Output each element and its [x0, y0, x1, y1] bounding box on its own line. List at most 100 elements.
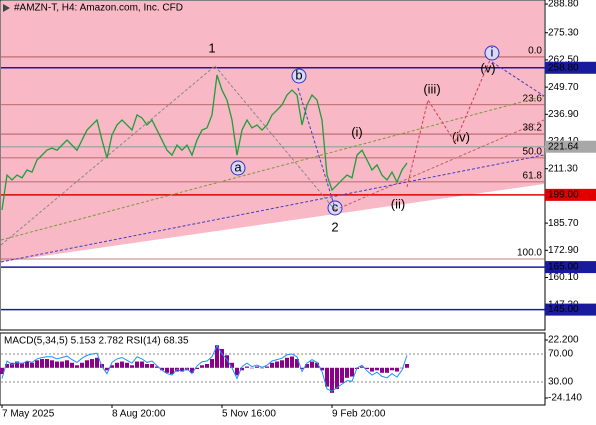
macd-bar — [220, 349, 224, 368]
macd-bar — [20, 362, 24, 368]
level-tag — [545, 303, 596, 316]
title-icon — [3, 4, 10, 12]
macd-bar — [280, 360, 284, 368]
macd-bar — [240, 367, 244, 371]
y2-tick-label: 70.00 — [548, 349, 573, 360]
level-tag — [545, 261, 596, 274]
indicator-panel — [0, 332, 546, 406]
macd-bar — [285, 357, 289, 368]
macd-bar — [300, 367, 304, 370]
macd-bar — [400, 367, 404, 369]
wave-label: (v) — [480, 60, 495, 75]
macd-bar — [165, 367, 169, 373]
macd-bar — [325, 367, 329, 387]
y-tick-label: 211.30 — [548, 163, 578, 174]
macd-bar — [345, 367, 349, 378]
macd-bar — [140, 361, 144, 368]
wave-label: (i) — [351, 124, 363, 139]
y2-tick-label: 30.00 — [548, 377, 573, 388]
wave-label: 1 — [208, 40, 215, 55]
y-tick-label: 236.90 — [548, 109, 579, 120]
macd-bar — [70, 362, 74, 368]
y-tick-label: 22.200 — [548, 335, 579, 346]
wave-label: c — [332, 199, 339, 214]
macd-bar — [205, 364, 209, 368]
macd-bar — [120, 361, 124, 368]
macd-bar — [380, 367, 384, 373]
macd-bar — [375, 367, 379, 371]
macd-bar — [85, 360, 89, 368]
macd-bar — [145, 364, 149, 368]
level-label: 145.00 — [548, 304, 579, 315]
level-label: 221.64 — [548, 141, 579, 152]
macd-bar — [395, 367, 399, 372]
y-tick-label: 275.30 — [548, 27, 579, 38]
y-tick-label: 288.80 — [548, 0, 579, 10]
price-line — [1, 74, 408, 211]
macd-bar — [50, 360, 54, 368]
macd-bar — [40, 359, 44, 368]
trend-line — [0, 65, 216, 246]
macd-bar — [370, 367, 374, 372]
macd-bar — [125, 362, 129, 368]
macd-bar — [235, 367, 239, 376]
macd-bar — [155, 366, 159, 368]
trend-line — [334, 119, 545, 211]
fib-label: 50.0 — [523, 147, 543, 158]
macd-bar — [30, 362, 34, 368]
macd-bar — [405, 364, 409, 368]
macd-bar — [255, 366, 259, 368]
macd-bar — [245, 366, 249, 368]
macd-bar — [105, 367, 109, 371]
macd-bar — [340, 367, 344, 383]
y-tick-label: 262.50 — [548, 55, 579, 66]
y-tick-label: 172.90 — [548, 245, 579, 256]
fib-label: 38.2 — [523, 123, 543, 134]
macd-bar — [170, 367, 174, 375]
macd-bar — [60, 361, 64, 368]
macd-bar — [365, 367, 369, 370]
y-tick-label: 185.70 — [548, 218, 579, 229]
macd-bar — [275, 361, 279, 368]
x-tick-label: 8 Aug 20:00 — [112, 409, 166, 420]
pink-zone — [1, 1, 544, 262]
macd-bar — [10, 362, 14, 368]
macd-bar — [200, 365, 204, 368]
y-tick-label: 160.10 — [548, 272, 579, 283]
y-tick-label: -24.140 — [548, 393, 582, 404]
wave-label: i — [491, 44, 494, 59]
macd-bar — [225, 355, 229, 368]
macd-bar — [295, 359, 299, 368]
macd-bar — [250, 367, 254, 369]
macd-bar — [360, 366, 364, 368]
macd-bar — [45, 359, 49, 368]
wave-label: (iv) — [452, 129, 470, 144]
macd-bar — [75, 365, 79, 368]
wave-label: a — [234, 159, 242, 174]
macd-bar — [195, 367, 199, 370]
macd-bar — [130, 365, 134, 368]
level-tag — [545, 140, 596, 153]
macd-bar — [290, 356, 294, 368]
macd-bar — [210, 359, 214, 368]
fib-label: 61.8 — [523, 171, 543, 182]
macd-bar — [315, 362, 319, 368]
trend-line — [0, 154, 545, 263]
macd-bar — [310, 361, 314, 368]
chart-title: #AMZN-T, H4: Amazon.com, Inc. CFD — [14, 3, 183, 14]
rsi-line — [1, 344, 408, 392]
macd-bar — [90, 359, 94, 368]
level-label: 258.80 — [548, 62, 579, 73]
macd-bar — [260, 367, 264, 369]
wave-circle — [230, 160, 246, 176]
wave-circle — [291, 68, 307, 84]
macd-bar — [180, 367, 184, 372]
level-tag — [545, 188, 596, 201]
macd-bar — [25, 361, 29, 368]
level-label: 199.00 — [548, 189, 579, 200]
macd-bar — [305, 364, 309, 368]
fib-label: 23.6 — [523, 93, 543, 104]
macd-bar — [5, 364, 9, 368]
wave-label: (ii) — [391, 196, 405, 211]
